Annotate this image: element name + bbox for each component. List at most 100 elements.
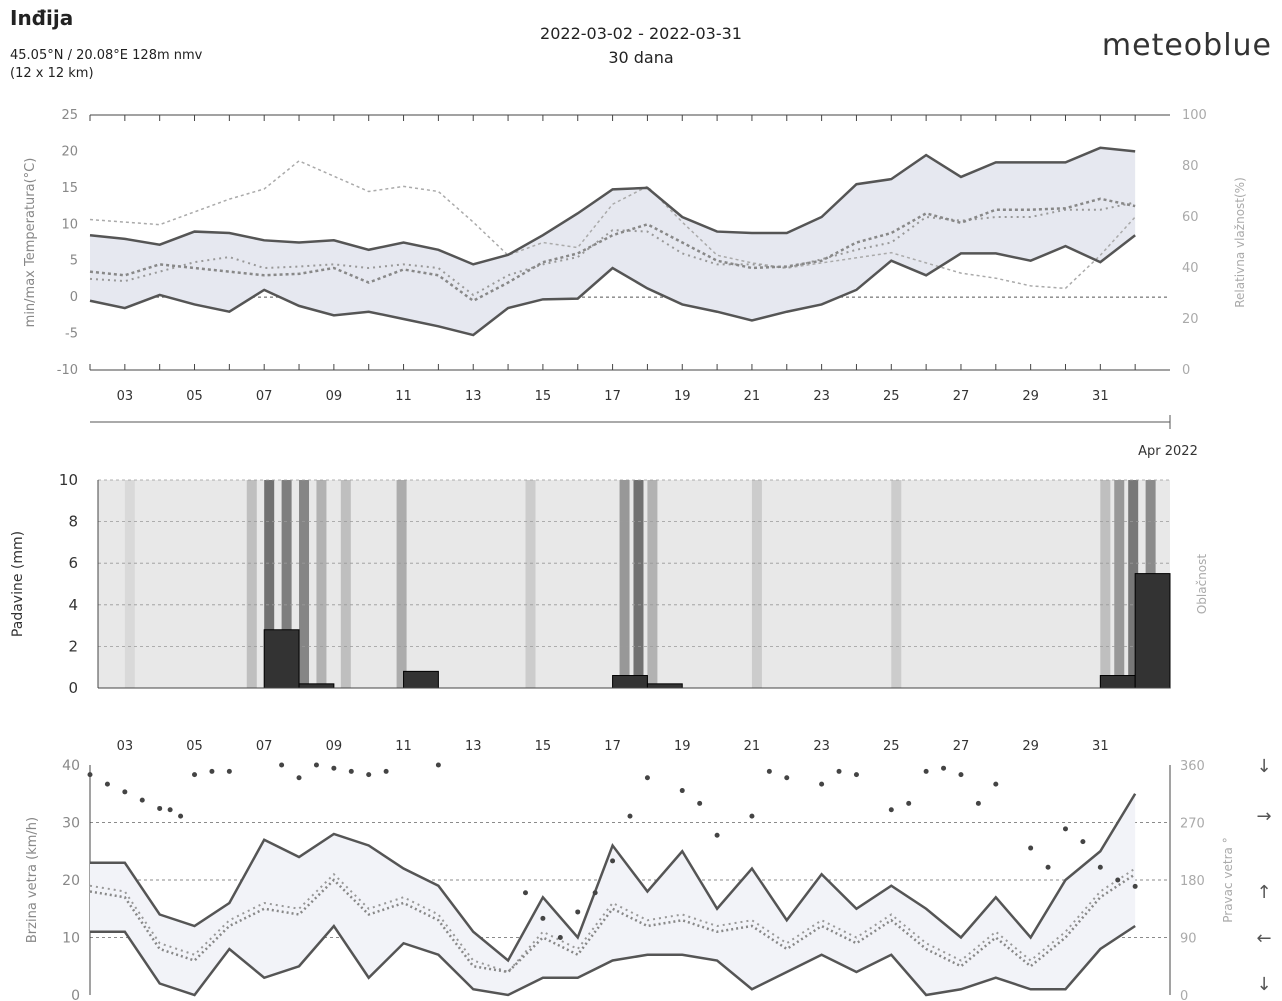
cloud-cover-band xyxy=(891,480,902,688)
wind-direction-point xyxy=(1115,877,1121,883)
wind-direction-point xyxy=(1097,864,1103,870)
wind-max-line xyxy=(90,793,1137,963)
wind-min-line xyxy=(90,923,1136,997)
wind-direction-point xyxy=(313,762,319,768)
precip-xtick-label: 31 xyxy=(1092,739,1109,754)
precip-bar xyxy=(1099,675,1136,689)
direction-ytick: 270 xyxy=(1180,817,1205,832)
direction-ylabel: Pravac vetra ° xyxy=(1221,837,1235,922)
cloud-cover-band xyxy=(316,480,327,688)
wind-direction-point xyxy=(592,890,598,896)
precip-xtick-label: 27 xyxy=(953,739,970,754)
precip-xtick-label: 11 xyxy=(395,739,412,754)
precip-xtick-label: 15 xyxy=(535,739,552,754)
temp-ytick: -5 xyxy=(65,327,78,342)
precip-xtick-label: 29 xyxy=(1022,739,1039,754)
wind-direction-point xyxy=(226,768,232,774)
precip-xtick-label: 19 xyxy=(674,739,691,754)
wind-direction-point xyxy=(644,775,650,781)
wind-direction-point xyxy=(383,768,389,774)
day-count: 30 dana xyxy=(608,48,674,67)
cloud-cover-band xyxy=(619,480,630,688)
cloud-cover-band xyxy=(124,480,135,688)
precip-bar xyxy=(1134,573,1171,689)
wind-direction-point xyxy=(941,765,947,771)
wind-direction-point xyxy=(435,762,441,768)
precip-xtick-label: 23 xyxy=(813,739,830,754)
temp-max-line xyxy=(89,146,1136,266)
temp-xtick-label: 11 xyxy=(395,389,412,404)
direction-ytick: 360 xyxy=(1180,759,1205,774)
humidity-ylabel: Relativna vlažnost(%) xyxy=(1233,177,1247,308)
humidity-ytick: 80 xyxy=(1182,159,1199,174)
date-range: 2022-03-02 - 2022-03-31 xyxy=(540,24,742,43)
precip-ytick: 8 xyxy=(68,513,78,531)
wind-direction-point xyxy=(1132,883,1138,889)
temp-xtick-label: 15 xyxy=(535,389,552,404)
wind-direction-point xyxy=(853,772,859,778)
location-name: Inđija xyxy=(10,6,74,30)
wind-mean-alt-line xyxy=(89,867,1136,974)
precip-bar xyxy=(612,675,648,689)
wind-direction-point xyxy=(104,781,110,787)
wind-direction-point xyxy=(366,772,372,778)
wind-direction-point xyxy=(836,768,842,774)
cloud-cover-band xyxy=(1114,480,1125,688)
wind-direction-point xyxy=(331,765,337,771)
temp-ytick: 10 xyxy=(61,217,78,232)
cloud-cover-band xyxy=(1100,480,1111,688)
wind-direction-point xyxy=(993,781,999,787)
arrow-down-icon: ↓ xyxy=(1256,756,1271,777)
temp-ytick: -10 xyxy=(57,363,78,378)
wind-direction-point xyxy=(279,762,285,768)
arrow-up-icon: ↑ xyxy=(1256,882,1271,903)
wind-direction-point xyxy=(627,813,633,819)
arrow-down-icon: ↓ xyxy=(1256,974,1271,995)
wind-direction-point xyxy=(1028,845,1034,851)
precip-bar xyxy=(263,629,300,689)
temp-ytick: 15 xyxy=(61,181,78,196)
temp-xtick-label: 13 xyxy=(465,389,482,404)
humidity-ytick: 100 xyxy=(1182,108,1207,123)
precip-ytick: 10 xyxy=(59,471,78,489)
cloud-cover-band xyxy=(633,480,644,688)
precip-xtick-label: 25 xyxy=(883,739,900,754)
temp-xtick-label: 25 xyxy=(883,389,900,404)
wind-direction-point xyxy=(557,935,563,940)
precip-ylabel: Padavine (mm) xyxy=(10,531,26,637)
precip-xtick-label: 03 xyxy=(117,739,134,754)
wind-direction-point xyxy=(888,807,894,813)
wind-direction-point xyxy=(784,775,790,781)
cloud-cover-band xyxy=(647,480,658,688)
cloud-cover-band xyxy=(340,480,351,688)
wind-direction-point xyxy=(522,890,528,896)
humidity-ytick: 20 xyxy=(1182,312,1199,327)
temp-xtick-label: 27 xyxy=(953,389,970,404)
wind-direction-point xyxy=(122,789,128,795)
precip-ytick: 0 xyxy=(68,679,78,697)
meteoblue-logo: meteoblue xyxy=(1101,28,1272,63)
cloud-cover-band xyxy=(281,480,292,688)
wind-direction-point xyxy=(958,772,964,778)
wind-ytick: 40 xyxy=(62,758,80,774)
temp-mean-line xyxy=(89,197,1136,303)
wind-direction-point xyxy=(348,768,354,774)
temp-xtick-label: 19 xyxy=(674,389,691,404)
arrow-left-icon: ← xyxy=(1256,928,1271,949)
wind-direction-point xyxy=(192,772,198,778)
wind-direction-point xyxy=(679,788,685,794)
cloud-cover-band xyxy=(751,480,762,688)
wind-direction-point xyxy=(975,800,981,806)
cloud-cover-band xyxy=(299,480,310,688)
precip-ytick: 6 xyxy=(68,554,78,572)
temp-mean-alt-line xyxy=(89,201,1136,297)
cloud-cover-band xyxy=(525,480,536,688)
precip-bar xyxy=(646,683,683,689)
precip-xtick-label: 17 xyxy=(604,739,621,754)
wind-direction-point xyxy=(766,768,772,774)
wind-direction-point xyxy=(819,781,825,787)
wind-ylabel: Brzina vetra (km/h) xyxy=(25,817,40,943)
temp-ytick: 25 xyxy=(61,108,78,123)
temp-range-band xyxy=(90,147,1136,336)
